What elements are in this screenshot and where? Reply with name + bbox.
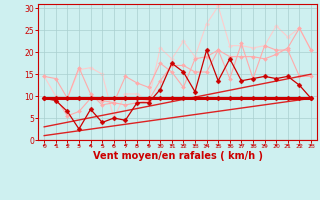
X-axis label: Vent moyen/en rafales ( km/h ): Vent moyen/en rafales ( km/h ) <box>92 151 263 161</box>
